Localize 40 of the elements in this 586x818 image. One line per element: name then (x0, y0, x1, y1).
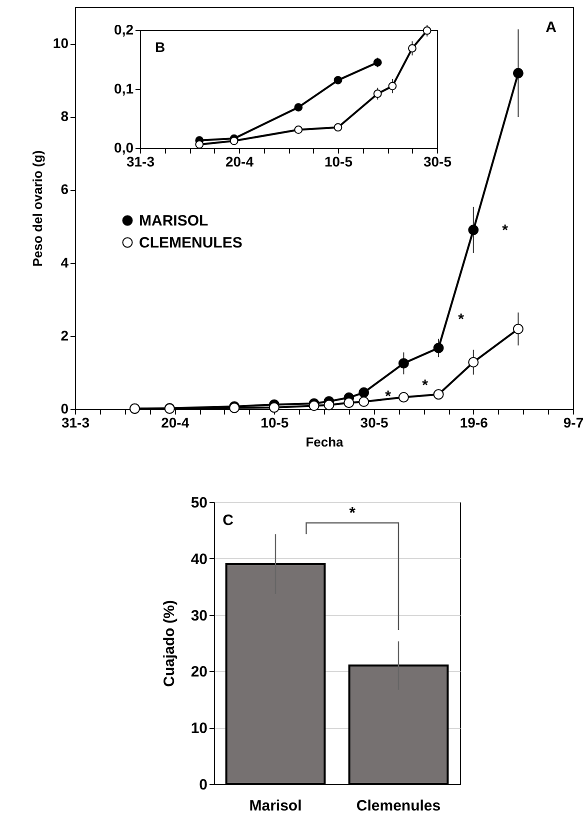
y-tick-label: 20 (190, 664, 208, 681)
y-tick-label: 40 (190, 550, 208, 568)
y-tick-label: 10 (52, 35, 69, 52)
y-tick-label: 2 (60, 327, 69, 344)
x-tick-label: Marisol (249, 798, 302, 814)
x-tick-label: Clemenules (356, 798, 441, 814)
x-tick-label: 31-3 (61, 414, 90, 430)
y-tick-label: 8 (60, 108, 69, 124)
x-tick-label: 30-5 (423, 154, 452, 170)
annotation: A (546, 19, 557, 36)
x-tick-label: 20-4 (225, 154, 254, 170)
y-axis-title: Peso del ovario (g) (30, 150, 45, 267)
y-tick-label: 6 (60, 181, 69, 198)
legend-label: CLEMENULES (139, 234, 242, 252)
x-tick-label: 20-4 (161, 414, 190, 430)
x-tick-label: 30-5 (360, 414, 389, 430)
legend-label: MARISOL (139, 212, 208, 230)
y-tick-label: 0,2 (114, 22, 134, 38)
annotation: B (154, 39, 166, 55)
annotation: C (222, 512, 234, 529)
annotation: * (349, 504, 356, 522)
annotation: * (458, 311, 464, 328)
y-tick-label: 10 (190, 720, 208, 738)
y-tick-label: 50 (190, 494, 208, 512)
x-tick-label: 31-3 (126, 154, 155, 170)
x-tick-label: 10-5 (260, 414, 289, 430)
y-tick-label: 0,0 (114, 140, 134, 156)
y-tick-label: 0,1 (114, 80, 134, 96)
y-tick-label: 4 (60, 254, 69, 270)
y-tick-label: 0 (199, 776, 208, 794)
x-tick-label: 19-6 (460, 414, 488, 430)
x-axis-title: Fecha (306, 434, 344, 450)
y-axis-title: Cuajado (%) (160, 600, 178, 687)
annotation: * (502, 222, 508, 239)
x-tick-label: 9-7 (563, 414, 584, 430)
annotation: * (422, 377, 428, 394)
y-tick-label: 0 (60, 400, 69, 416)
annotation: * (385, 388, 392, 405)
x-tick-label: 10-5 (324, 154, 353, 170)
y-tick-label: 30 (190, 607, 208, 624)
